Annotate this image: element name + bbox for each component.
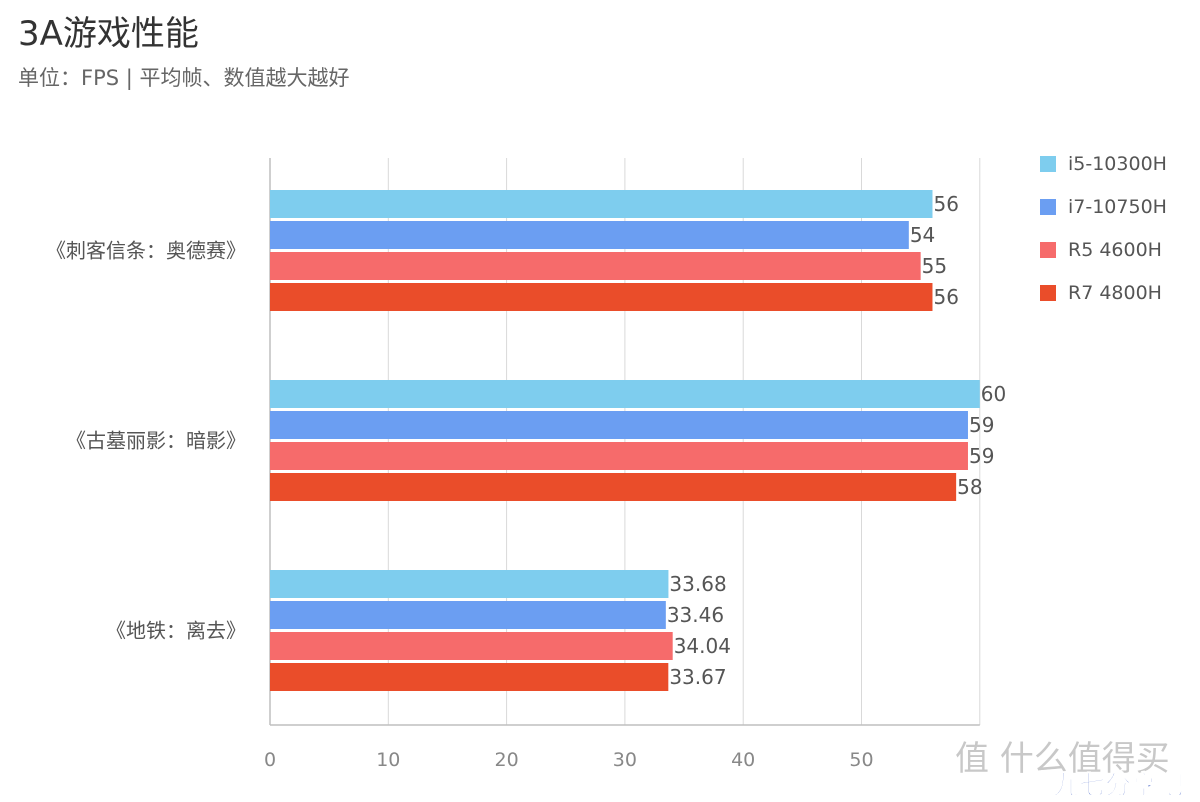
legend-swatch: [1040, 285, 1056, 301]
legend-swatch: [1040, 156, 1056, 172]
data-label: 59: [969, 413, 994, 437]
x-tick-label: 50: [849, 749, 873, 771]
data-label: 58: [957, 475, 982, 499]
category-label: 《地铁：离去》: [106, 619, 246, 643]
data-label: 55: [922, 254, 947, 278]
x-tick-label: 30: [613, 749, 637, 771]
x-axis-ticks: 0 10 20 30 40 50: [264, 749, 874, 771]
watermark-overlay-text: 九七分享吧: [1052, 770, 1183, 798]
data-label: 56: [933, 192, 958, 216]
bars: 56 54 55 56 60 59 59 58 33.68 33.46 34.04 33.67: [270, 190, 1006, 691]
legend-label: i5-10300H: [1068, 153, 1167, 175]
category-labels: 《刺客信条：奥德赛》《古墓丽影：暗影》《地铁：离去》: [46, 239, 246, 643]
category-label: 《刺客信条：奥德赛》: [46, 239, 246, 263]
data-label: 59: [969, 444, 994, 468]
chart-title: 3A游戏性能: [18, 14, 199, 54]
x-tick-label: 0: [264, 749, 276, 771]
bar: [270, 283, 933, 311]
bar: [270, 632, 673, 660]
data-label: 33.67: [669, 665, 726, 689]
bar: [270, 601, 666, 629]
legend: i5-10300H i7-10750H R5 4600H R7 4800H: [1040, 153, 1167, 304]
data-label: 33.68: [669, 572, 726, 596]
legend-label: R7 4800H: [1068, 282, 1162, 304]
chart-subtitle: 单位：FPS | 平均帧、数值越大越好: [18, 66, 350, 90]
watermark-logo: 值 什么值得买 九七分享吧: [955, 740, 1184, 798]
bar: [270, 252, 921, 280]
legend-swatch: [1040, 242, 1056, 258]
legend-label: i7-10750H: [1068, 196, 1167, 218]
data-label: 54: [910, 223, 935, 247]
watermark-logo-text: 值 什么值得买: [955, 740, 1170, 779]
x-tick-label: 20: [495, 749, 519, 771]
legend-swatch: [1040, 199, 1056, 215]
data-label: 34.04: [674, 634, 731, 658]
x-tick-label: 10: [376, 749, 400, 771]
bar: [270, 221, 909, 249]
data-label: 33.46: [667, 603, 724, 627]
bar: [270, 570, 669, 598]
bar: [270, 411, 968, 439]
bar: [270, 663, 669, 691]
bar: [270, 442, 968, 470]
data-label: 56: [933, 285, 958, 309]
x-tick-label: 40: [731, 749, 755, 771]
bar: [270, 473, 957, 501]
bar: [270, 380, 980, 408]
bar: [270, 190, 933, 218]
legend-label: R5 4600H: [1068, 239, 1162, 261]
category-label: 《古墓丽影：暗影》: [66, 429, 246, 453]
data-label: 60: [981, 382, 1006, 406]
